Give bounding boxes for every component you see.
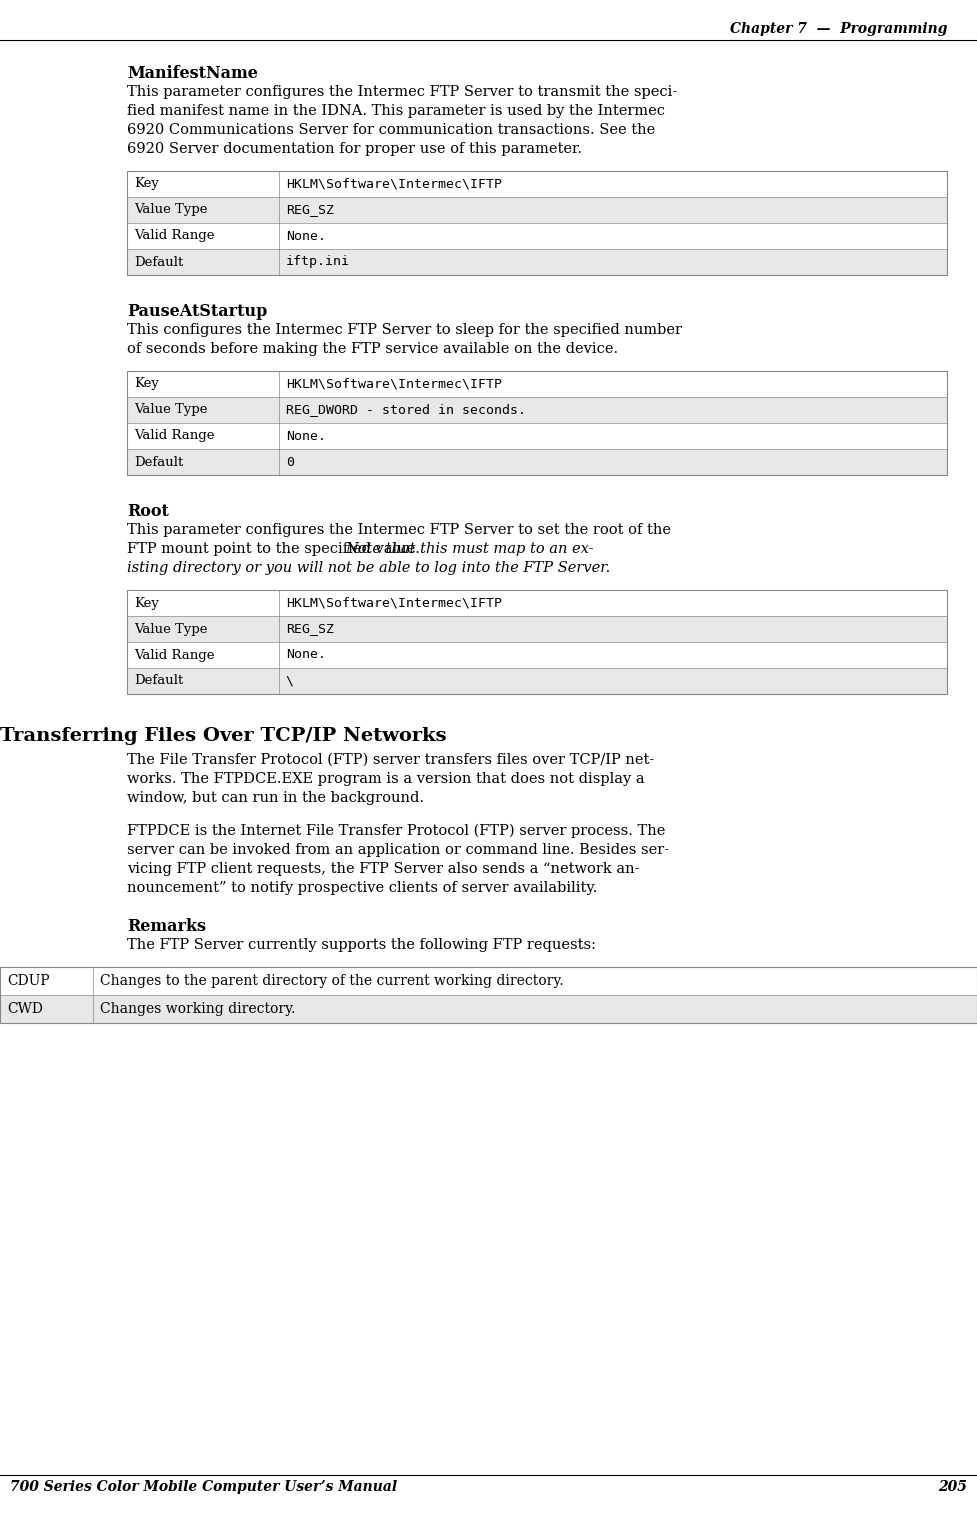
Text: Default: Default bbox=[134, 456, 184, 468]
Text: None.: None. bbox=[285, 649, 325, 661]
Bar bbox=[127, 223, 947, 249]
Text: vicing FTP client requests, the FTP Server also sends a “network an-: vicing FTP client requests, the FTP Serv… bbox=[127, 861, 640, 876]
Text: Key: Key bbox=[134, 178, 159, 190]
Bar bbox=[127, 249, 947, 275]
Text: None.: None. bbox=[285, 229, 325, 243]
Text: The File Transfer Protocol (FTP) server transfers files over TCP/IP net-: The File Transfer Protocol (FTP) server … bbox=[127, 753, 655, 767]
Text: 6920 Communications Server for communication transactions. See the: 6920 Communications Server for communica… bbox=[127, 123, 656, 137]
Text: The FTP Server currently supports the following FTP requests:: The FTP Server currently supports the fo… bbox=[127, 939, 596, 952]
Bar bbox=[0, 968, 977, 1022]
Text: isting directory or you will not be able to log into the FTP Server.: isting directory or you will not be able… bbox=[127, 561, 611, 576]
Bar bbox=[0, 995, 977, 1022]
Text: HKLM\Software\Intermec\IFTP: HKLM\Software\Intermec\IFTP bbox=[285, 178, 502, 190]
Text: Note that this must map to an ex-: Note that this must map to an ex- bbox=[346, 542, 594, 556]
Text: 700 Series Color Mobile Computer User’s Manual: 700 Series Color Mobile Computer User’s … bbox=[10, 1480, 397, 1495]
Text: \: \ bbox=[285, 674, 294, 688]
Text: fied manifest name in the IDNA. This parameter is used by the Intermec: fied manifest name in the IDNA. This par… bbox=[127, 103, 665, 118]
Text: server can be invoked from an application or command line. Besides ser-: server can be invoked from an applicatio… bbox=[127, 843, 669, 857]
Text: window, but can run in the background.: window, but can run in the background. bbox=[127, 791, 424, 805]
Text: iftp.ini: iftp.ini bbox=[285, 255, 350, 269]
Text: Value Type: Value Type bbox=[134, 404, 207, 416]
Bar bbox=[127, 450, 947, 475]
Text: Default: Default bbox=[134, 255, 184, 269]
Text: ManifestName: ManifestName bbox=[127, 65, 258, 82]
Text: This parameter configures the Intermec FTP Server to set the root of the: This parameter configures the Intermec F… bbox=[127, 523, 671, 538]
Text: None.: None. bbox=[285, 430, 325, 442]
Text: of seconds before making the FTP service available on the device.: of seconds before making the FTP service… bbox=[127, 342, 618, 355]
Text: CWD: CWD bbox=[7, 1003, 43, 1016]
Text: Chapter 7  —  Programming: Chapter 7 — Programming bbox=[730, 21, 947, 36]
Bar bbox=[127, 371, 947, 475]
Text: PauseAtStartup: PauseAtStartup bbox=[127, 302, 268, 321]
Text: Key: Key bbox=[134, 597, 159, 609]
Text: REG_SZ: REG_SZ bbox=[285, 204, 334, 217]
Text: works. The FTPDCE.EXE program is a version that does not display a: works. The FTPDCE.EXE program is a versi… bbox=[127, 772, 645, 785]
Text: Root: Root bbox=[127, 503, 169, 519]
Text: FTPDCE is the Internet File Transfer Protocol (FTP) server process. The: FTPDCE is the Internet File Transfer Pro… bbox=[127, 823, 665, 838]
Bar bbox=[127, 589, 947, 694]
Bar bbox=[127, 668, 947, 694]
Text: FTP mount point to the specified value.: FTP mount point to the specified value. bbox=[127, 542, 424, 556]
Text: Valid Range: Valid Range bbox=[134, 430, 215, 442]
Text: Value Type: Value Type bbox=[134, 204, 207, 217]
Text: CDUP: CDUP bbox=[7, 974, 50, 987]
Bar bbox=[127, 371, 947, 396]
Text: Key: Key bbox=[134, 378, 159, 390]
Text: HKLM\Software\Intermec\IFTP: HKLM\Software\Intermec\IFTP bbox=[285, 597, 502, 609]
Text: 0: 0 bbox=[285, 456, 294, 468]
Text: Remarks: Remarks bbox=[127, 917, 206, 936]
Text: This parameter configures the Intermec FTP Server to transmit the speci-: This parameter configures the Intermec F… bbox=[127, 85, 677, 99]
Text: REG_DWORD - stored in seconds.: REG_DWORD - stored in seconds. bbox=[285, 404, 526, 416]
Text: 205: 205 bbox=[938, 1480, 967, 1495]
Text: Transferring Files Over TCP/IP Networks: Transferring Files Over TCP/IP Networks bbox=[0, 728, 446, 744]
Text: This configures the Intermec FTP Server to sleep for the specified number: This configures the Intermec FTP Server … bbox=[127, 324, 682, 337]
Bar bbox=[127, 589, 947, 617]
Bar bbox=[0, 968, 977, 995]
Text: Value Type: Value Type bbox=[134, 623, 207, 635]
Bar bbox=[127, 617, 947, 643]
Bar bbox=[127, 422, 947, 450]
Text: nouncement” to notify prospective clients of server availability.: nouncement” to notify prospective client… bbox=[127, 881, 597, 895]
Text: REG_SZ: REG_SZ bbox=[285, 623, 334, 635]
Bar bbox=[127, 172, 947, 197]
Text: 6920 Server documentation for proper use of this parameter.: 6920 Server documentation for proper use… bbox=[127, 141, 582, 156]
Bar bbox=[127, 396, 947, 422]
Text: Changes working directory.: Changes working directory. bbox=[100, 1003, 295, 1016]
Bar bbox=[127, 172, 947, 275]
Bar bbox=[127, 197, 947, 223]
Text: Valid Range: Valid Range bbox=[134, 229, 215, 243]
Text: Changes to the parent directory of the current working directory.: Changes to the parent directory of the c… bbox=[100, 974, 564, 987]
Text: HKLM\Software\Intermec\IFTP: HKLM\Software\Intermec\IFTP bbox=[285, 378, 502, 390]
Text: Default: Default bbox=[134, 674, 184, 688]
Bar bbox=[127, 643, 947, 668]
Text: Valid Range: Valid Range bbox=[134, 649, 215, 661]
